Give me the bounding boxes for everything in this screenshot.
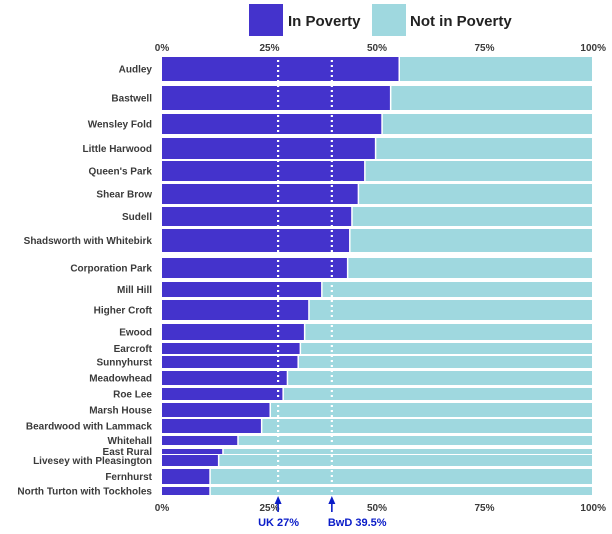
top-tick-label: 0%	[155, 43, 170, 54]
bar-not-in-poverty	[365, 161, 592, 181]
bar-in-poverty	[162, 324, 304, 340]
bar-in-poverty	[162, 403, 270, 417]
legend-swatch-not-in-poverty	[372, 4, 406, 36]
top-tick-label: 50%	[367, 43, 387, 54]
bar-in-poverty	[162, 138, 375, 159]
bar-not-in-poverty	[305, 324, 592, 340]
bar-not-in-poverty	[210, 487, 593, 495]
top-tick-label: 25%	[259, 43, 279, 54]
bar-in-poverty	[162, 455, 218, 466]
bar-not-in-poverty	[301, 343, 592, 354]
bar-not-in-poverty	[391, 86, 592, 110]
bar-in-poverty	[162, 419, 261, 433]
bar-not-in-poverty	[322, 282, 592, 297]
bar-not-in-poverty	[283, 388, 592, 400]
bar-not-in-poverty	[382, 114, 592, 134]
legend-label-not-in-poverty: Not in Poverty	[410, 13, 512, 30]
bottom-tick-label: 100%	[580, 503, 606, 514]
bar-not-in-poverty	[376, 138, 592, 159]
category-label: Livesey with Pleasington	[33, 456, 152, 467]
bar-not-in-poverty	[210, 469, 593, 484]
category-label: Marsh House	[89, 406, 152, 417]
bar-in-poverty	[162, 282, 322, 297]
category-label: Shadsworth with Whitebirk	[24, 236, 153, 247]
category-label: Sudell	[122, 212, 152, 223]
legend-swatch-in-poverty	[249, 4, 283, 36]
category-label: Beardwood with Lammack	[26, 422, 153, 433]
bar-in-poverty	[162, 86, 390, 110]
bar-in-poverty	[162, 207, 352, 226]
category-label: Mill Hill	[117, 285, 152, 296]
bar-not-in-poverty	[352, 207, 592, 226]
bar-in-poverty	[162, 184, 358, 204]
bottom-tick-label: 0%	[155, 503, 170, 514]
bar-not-in-poverty	[359, 184, 592, 204]
bar-not-in-poverty	[219, 455, 592, 466]
bar-in-poverty	[162, 371, 287, 385]
category-label: Audley	[119, 65, 153, 76]
category-label: Wensley Fold	[88, 120, 152, 131]
category-label: Shear Brow	[96, 190, 152, 201]
bar-not-in-poverty	[288, 371, 592, 385]
category-label: Whitehall	[108, 436, 153, 447]
reference-label: UK 27%	[258, 517, 299, 529]
bar-in-poverty	[162, 388, 283, 400]
bar-in-poverty	[162, 161, 365, 181]
category-label: Little Harwood	[83, 144, 152, 155]
bottom-tick-label: 25%	[259, 503, 279, 514]
bar-in-poverty	[162, 449, 223, 454]
category-label: Queen's Park	[88, 167, 152, 178]
legend: In Poverty Not in Poverty	[249, 4, 512, 36]
category-label: Sunnyhurst	[96, 358, 152, 369]
bar-in-poverty	[162, 114, 382, 134]
category-label: Roe Lee	[113, 390, 152, 401]
bar-in-poverty	[162, 258, 347, 278]
category-label: North Turton with Tockholes	[17, 487, 152, 498]
bar-in-poverty	[162, 300, 309, 320]
bottom-tick-label: 75%	[474, 503, 494, 514]
reference-arrow-head	[328, 496, 336, 504]
top-tick-label: 100%	[580, 43, 606, 54]
bar-in-poverty	[162, 343, 300, 354]
bars	[162, 57, 593, 495]
bar-not-in-poverty	[262, 419, 592, 433]
reference-arrow-head	[274, 496, 282, 504]
bar-not-in-poverty	[298, 356, 592, 368]
bar-not-in-poverty	[348, 258, 592, 278]
bar-not-in-poverty	[223, 449, 592, 454]
category-label: Higher Croft	[94, 306, 153, 317]
reference-markers: UK 27% BwD 39.5%	[258, 496, 387, 529]
reference-label: BwD 39.5%	[328, 517, 387, 529]
category-label: Earcroft	[114, 344, 153, 355]
bar-not-in-poverty	[400, 57, 592, 81]
bar-in-poverty	[162, 469, 210, 484]
bar-not-in-poverty	[350, 229, 592, 252]
category-label: Ewood	[119, 328, 152, 339]
bar-not-in-poverty	[309, 300, 592, 320]
bar-in-poverty	[162, 487, 210, 495]
bar-not-in-poverty	[238, 436, 592, 445]
category-label: Fernhurst	[105, 472, 152, 483]
category-label: Corporation Park	[70, 264, 152, 275]
top-axis-ticks: 0% 25% 50% 75% 100%	[155, 43, 606, 54]
reference-lines	[277, 55, 333, 495]
bar-in-poverty	[162, 436, 238, 445]
bottom-tick-label: 50%	[367, 503, 387, 514]
bar-in-poverty	[162, 229, 350, 252]
category-label: East Rural	[103, 447, 153, 458]
legend-label-in-poverty: In Poverty	[288, 13, 361, 30]
bottom-axis-ticks: 0% 25% 50% 75% 100%	[155, 503, 606, 514]
category-labels: Audley Bastwell Wensley Fold Little Harwood…	[17, 65, 152, 498]
bar-in-poverty	[162, 57, 399, 81]
category-label: Meadowhead	[89, 374, 152, 385]
bar-not-in-poverty	[271, 403, 592, 417]
bar-in-poverty	[162, 356, 298, 368]
top-tick-label: 75%	[474, 43, 494, 54]
category-label: Bastwell	[111, 94, 152, 105]
